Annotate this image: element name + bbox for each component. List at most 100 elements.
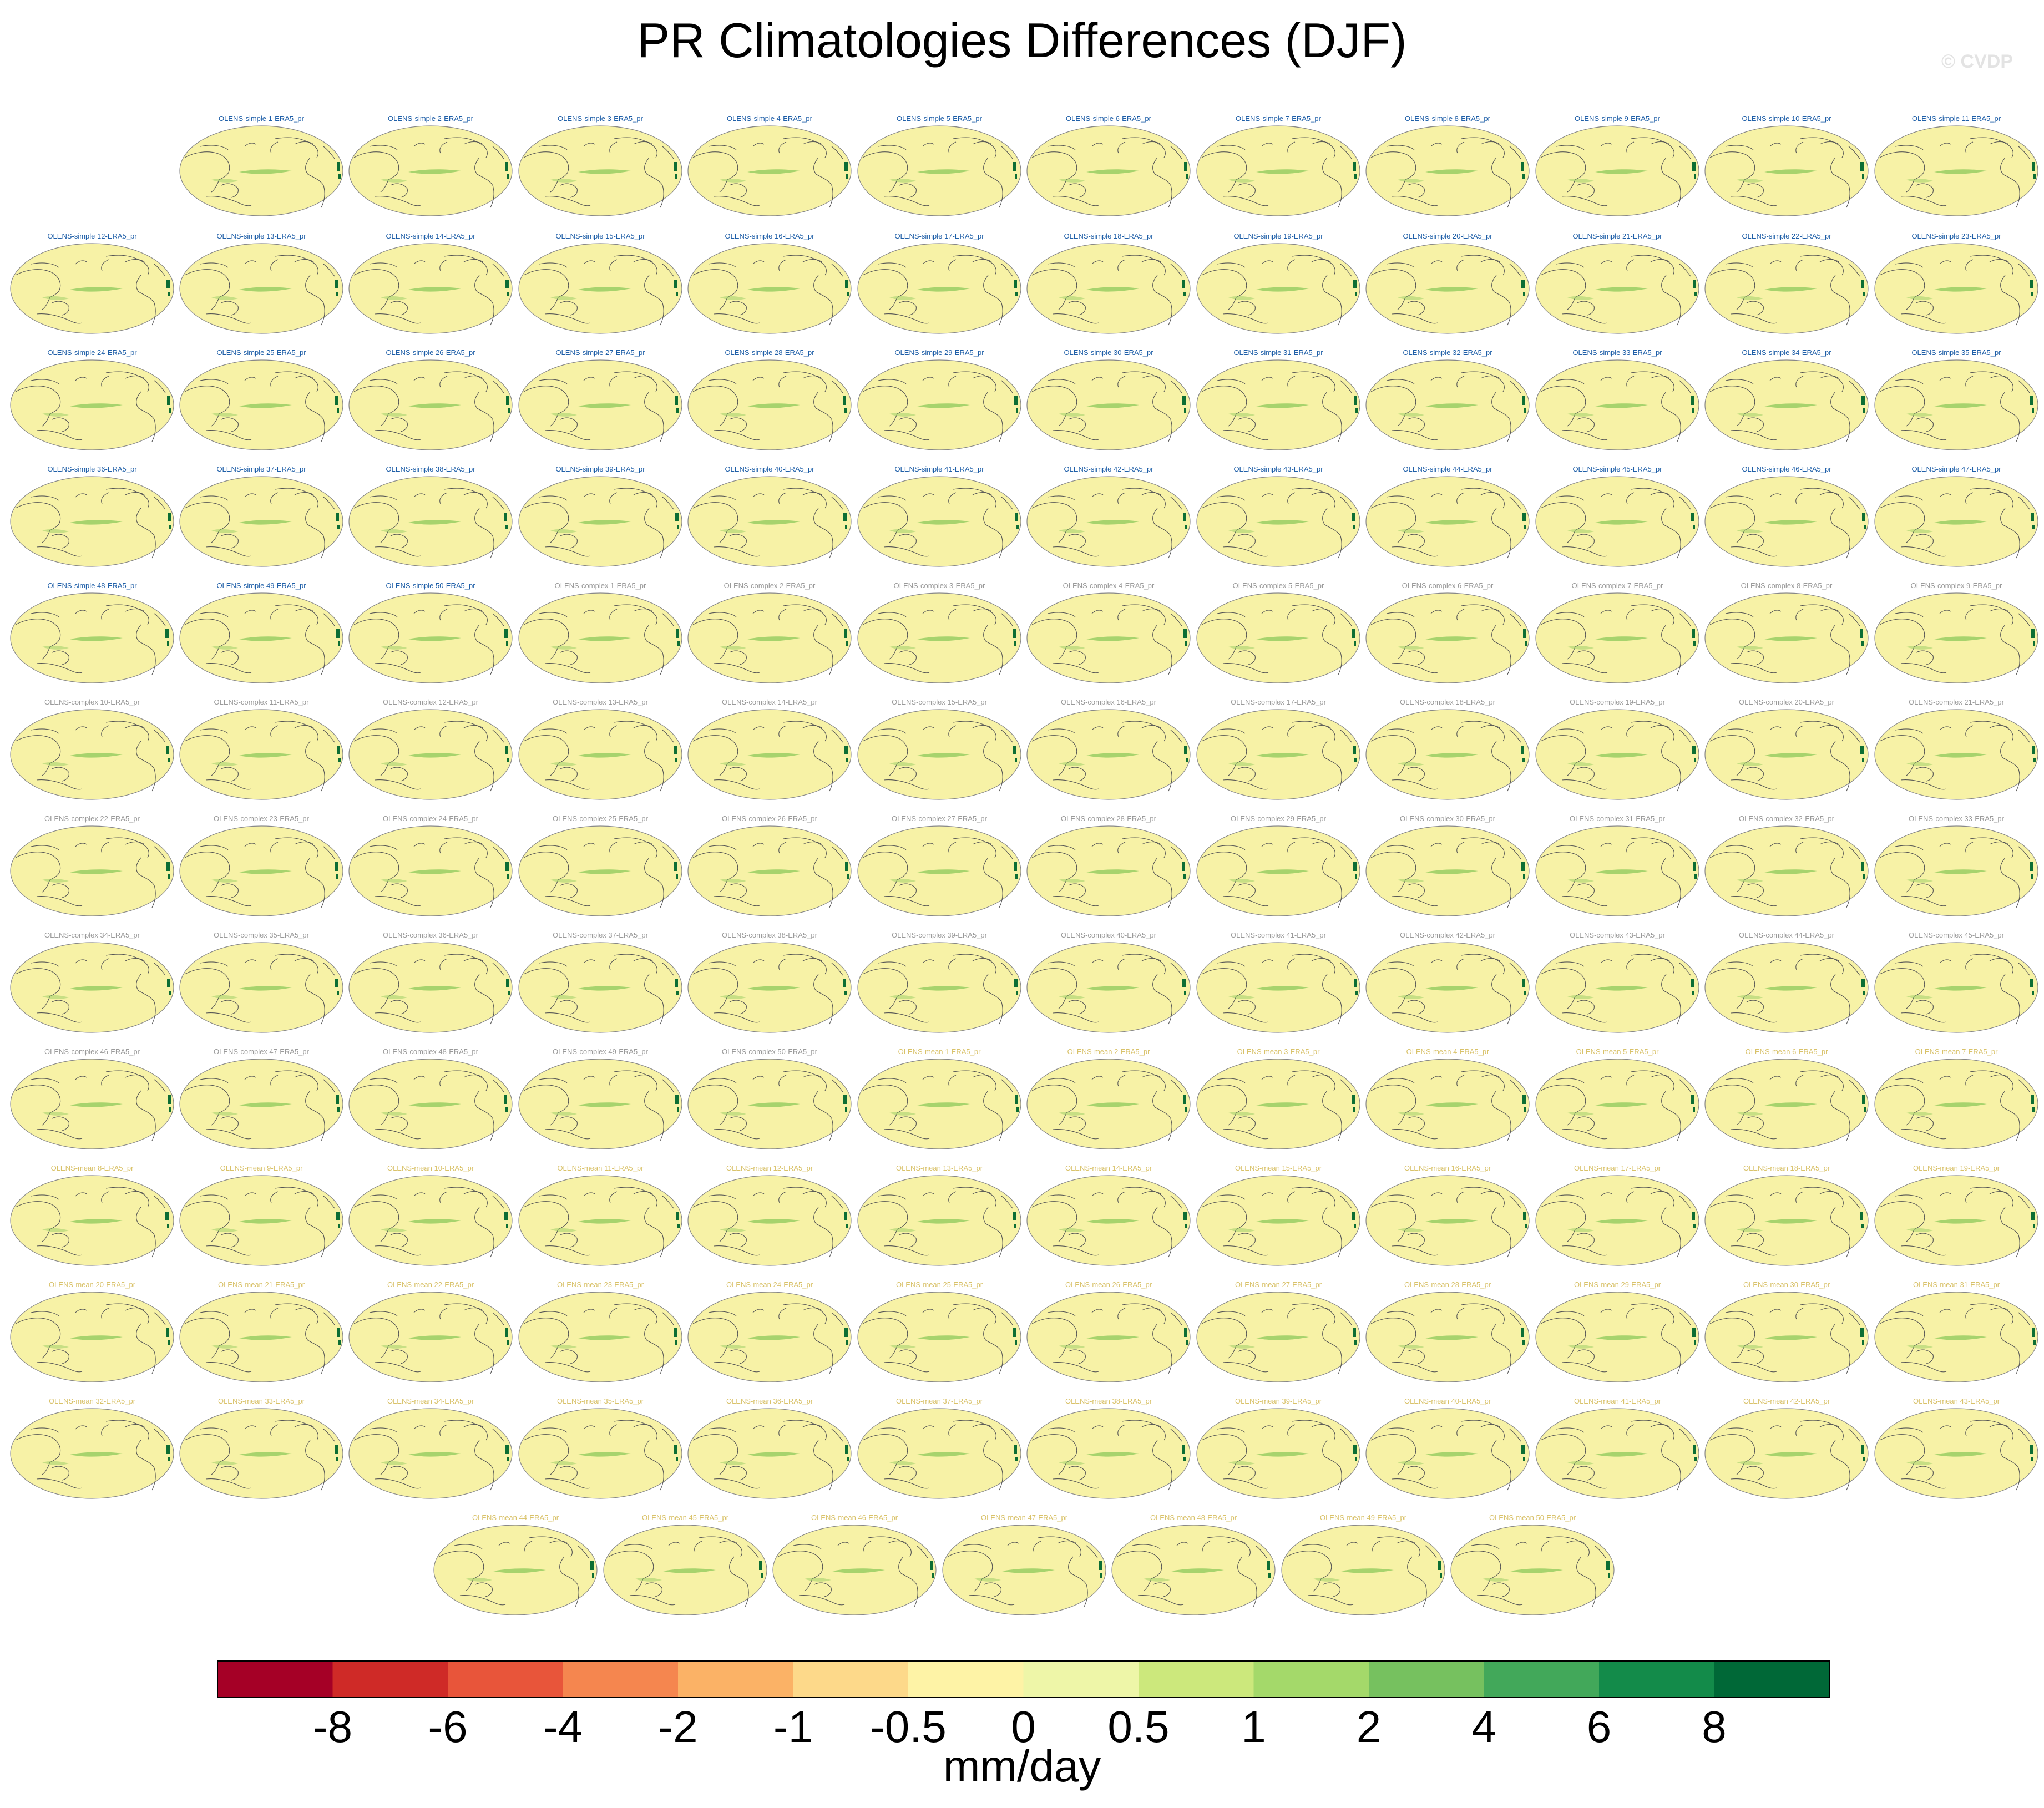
strong-positive-patch (2030, 396, 2033, 405)
coastline-segment (1725, 495, 1754, 501)
coastline-segment (305, 1440, 325, 1491)
coastline-segment (972, 608, 992, 612)
coastline-segment (305, 275, 325, 326)
coastline-segment (708, 1078, 737, 1083)
itcz-positive-band (917, 1219, 970, 1224)
coastline-segment (1970, 1420, 2013, 1441)
map-plot (1704, 243, 1869, 334)
map-plot (687, 1292, 852, 1382)
spcz-positive-band (1906, 529, 1933, 533)
spcz-positive-band (1228, 1344, 1255, 1349)
map-panel: OLENS-mean 25-ERA5_pr (856, 1280, 1023, 1386)
spcz-positive-band (381, 412, 407, 417)
coastline-segment (1626, 1075, 1635, 1087)
coastline-segment (752, 843, 765, 847)
coastline-segment (1392, 1478, 1438, 1489)
map-panel: OLENS-mean 34-ERA5_pr (347, 1397, 514, 1502)
colorbar-bin (1023, 1661, 1139, 1698)
strong-positive-patch (168, 1340, 170, 1345)
coastline-segment (221, 183, 239, 198)
map-panel: OLENS-mean 2-ERA5_pr (1025, 1047, 1192, 1153)
coastline-segment (1819, 1074, 1839, 1078)
map-panel: OLENS-mean 1-ERA5_pr (856, 1047, 1023, 1153)
strong-positive-patch (1521, 1445, 1525, 1454)
strong-positive-patch (1693, 1445, 1696, 1454)
coastline-segment (878, 379, 907, 384)
coastlines (523, 721, 674, 792)
panel-title: OLENS-simple 20-ERA5_pr (1403, 232, 1492, 240)
coastline-segment (1819, 492, 1839, 495)
coastline-segment (783, 1420, 827, 1441)
colorbar-bin (678, 1661, 793, 1698)
map-panel: OLENS-mean 36-ERA5_pr (686, 1397, 853, 1502)
coastline-segment (953, 1187, 996, 1208)
map-plot (1535, 476, 1699, 567)
strong-positive-patch (1861, 396, 1865, 405)
coastline-segment (831, 613, 843, 626)
map-plot (687, 1175, 852, 1266)
coastline-segment (1261, 1076, 1273, 1080)
coastline-segment (708, 145, 737, 150)
itcz-positive-band (1425, 1219, 1478, 1224)
coastline-segment (474, 974, 494, 1025)
coastline-segment (1491, 1323, 1511, 1374)
coastline-segment (1287, 376, 1296, 388)
map-plot (1704, 825, 1869, 916)
coastlines (1031, 1187, 1182, 1258)
coastline-segment (1122, 721, 1166, 742)
map-panel: OLENS-simple 47-ERA5_pr (1873, 465, 2040, 570)
coastline-segment (136, 275, 156, 326)
coastline-segment (305, 1323, 325, 1374)
panel-title: OLENS-complex 2-ERA5_pr (724, 581, 816, 590)
coastline-segment (200, 612, 229, 617)
coastline-segment (154, 1196, 166, 1209)
map-plot (1365, 359, 1530, 450)
coastline-segment (305, 857, 325, 908)
coastline-segment (1900, 1478, 1947, 1489)
panel-title: OLENS-complex 15-ERA5_pr (892, 698, 987, 706)
strong-positive-patch (1861, 979, 1865, 987)
itcz-positive-band (70, 1102, 123, 1107)
map-panel: OLENS-simple 14-ERA5_pr (347, 232, 514, 337)
itcz-positive-band (1256, 753, 1309, 758)
coastline-segment (560, 1466, 578, 1481)
coastline-segment (75, 1309, 87, 1313)
map-panel: OLENS-complex 33-ERA5_pr (1873, 814, 2040, 920)
coastline-segment (972, 841, 992, 845)
coastline-segment (1372, 1541, 1380, 1553)
coastline-segment (1746, 1466, 1764, 1481)
strong-positive-patch (1015, 174, 1017, 179)
coastline-segment (101, 1308, 109, 1320)
strong-positive-patch (1860, 1212, 1863, 1220)
coastlines (353, 1303, 504, 1374)
coastline-segment (184, 1434, 230, 1475)
panel-title: OLENS-complex 35-ERA5_pr (214, 931, 309, 939)
coastline-segment (972, 1307, 992, 1311)
coastline-segment (837, 1542, 849, 1546)
itcz-positive-band (747, 636, 800, 641)
strong-positive-patch (1267, 1561, 1270, 1570)
panel-title: OLENS-mean 5-ERA5_pr (1576, 1047, 1659, 1056)
map-plot (1704, 942, 1869, 1033)
itcz-positive-band (1086, 287, 1139, 292)
itcz-positive-band (1764, 1452, 1817, 1457)
coastline-segment (52, 767, 69, 782)
coastline-segment (244, 1076, 256, 1080)
spcz-positive-band (1059, 412, 1085, 417)
panel-title: OLENS-mean 47-ERA5_pr (980, 1513, 1068, 1522)
coastline-segment (444, 837, 488, 858)
coastline-segment (1176, 1542, 1188, 1546)
map-panel: OLENS-mean 7-ERA5_pr (1873, 1047, 2040, 1153)
coastline-segment (244, 1192, 256, 1197)
coastlines (1201, 371, 1352, 442)
coastline-segment (644, 391, 664, 442)
coastline-segment (184, 386, 230, 427)
strong-positive-patch (169, 408, 171, 413)
coastline-segment (544, 1129, 591, 1140)
coastline-segment (1038, 1536, 1081, 1557)
map-panel: OLENS-mean 20-ERA5_pr (9, 1280, 175, 1386)
coastlines (1031, 255, 1182, 326)
coastline-segment (369, 145, 398, 150)
strong-positive-patch (845, 862, 848, 871)
coastline-segment (1600, 726, 1612, 731)
